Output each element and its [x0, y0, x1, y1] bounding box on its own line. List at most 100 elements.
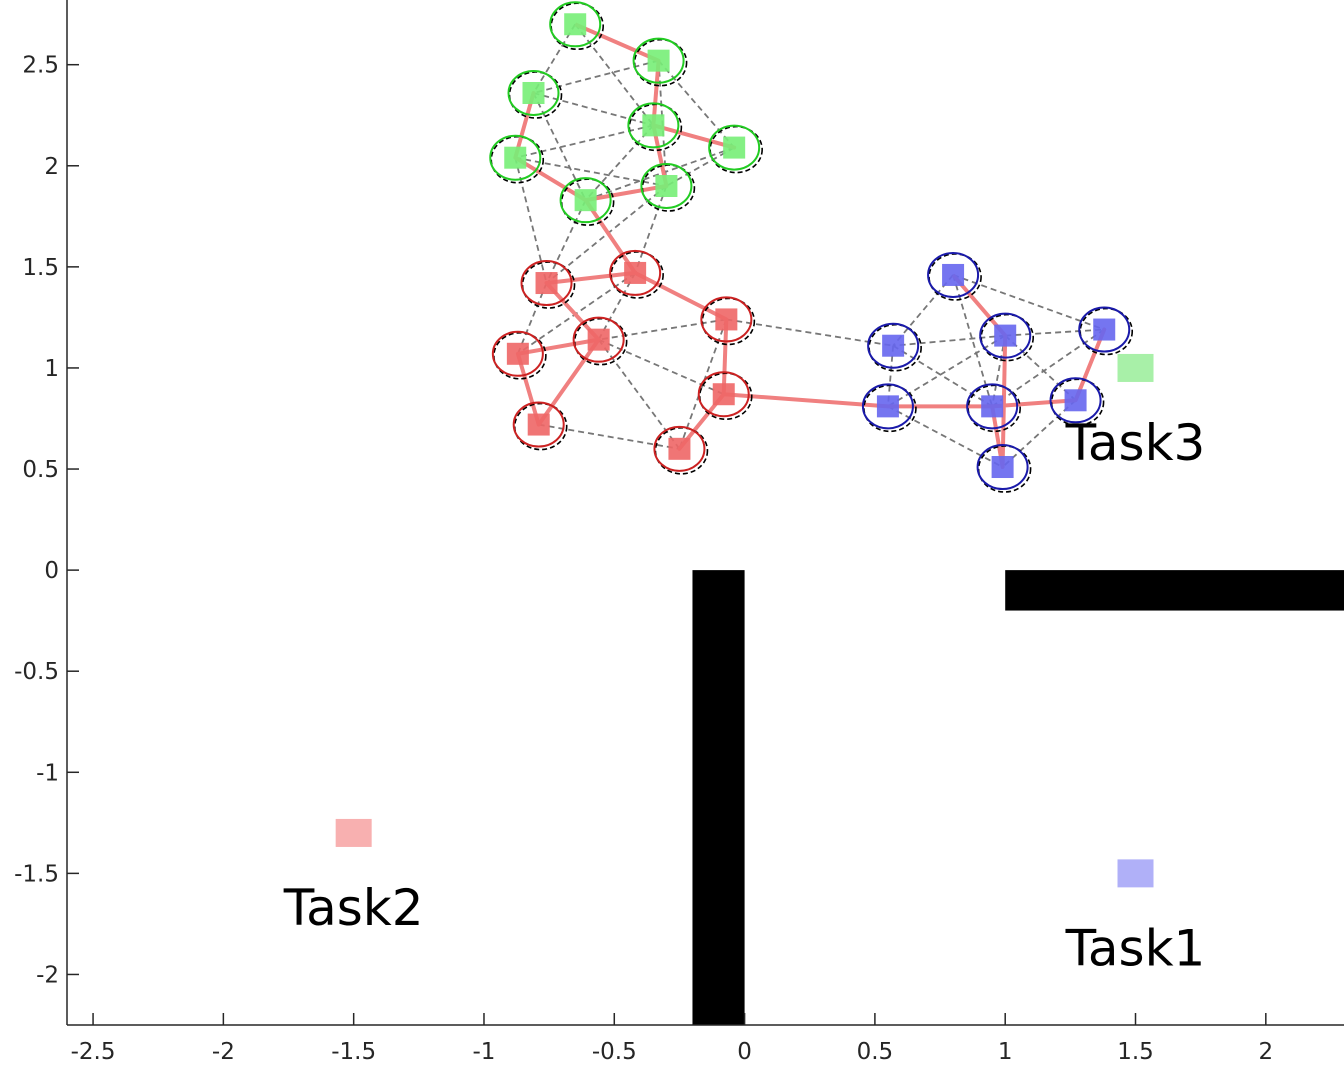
dashed-link	[514, 157, 548, 284]
green-agent	[708, 124, 763, 174]
blue-agent	[976, 444, 1032, 493]
task-markers: Task1 Task2 Task3	[283, 353, 1206, 977]
red-agent	[700, 296, 756, 346]
y-tick-label: 0.5	[22, 457, 59, 483]
dashed-link	[598, 338, 725, 396]
task-marker	[1117, 859, 1154, 888]
green-agent	[549, 1, 604, 51]
x-tick-label: -2.5	[71, 1039, 116, 1065]
dashed-link	[597, 339, 681, 450]
dashed-link	[1001, 399, 1077, 468]
agent-marker	[942, 263, 965, 286]
dashed-link	[1004, 334, 1077, 401]
y-tick-label: 2.5	[22, 53, 59, 79]
agent-marker	[668, 437, 691, 460]
x-tick-label: 0	[737, 1039, 752, 1065]
blue-agent	[1078, 306, 1134, 356]
dashed-link	[991, 328, 1105, 408]
y-tick-label: -2	[36, 962, 59, 988]
sensing-ring	[653, 425, 706, 472]
x-tick-label: -0.5	[592, 1039, 637, 1065]
y-tick-label: -1.5	[14, 861, 59, 887]
sensing-ring	[609, 249, 662, 296]
agent-marker	[876, 395, 899, 418]
blue-agent	[927, 251, 982, 301]
agent-marker	[715, 308, 738, 331]
red-agent	[572, 316, 628, 366]
y-tick-label: -0.5	[14, 659, 59, 685]
sensing-ring	[640, 162, 693, 209]
sensing-ring	[549, 1, 602, 48]
sensing-ring	[1049, 377, 1102, 424]
dashed-link	[533, 92, 654, 127]
obstacle-2	[1005, 570, 1344, 611]
dashed-link	[598, 318, 727, 341]
dashed-link	[1005, 328, 1105, 337]
dashed-link	[584, 124, 655, 201]
dashed-link	[893, 334, 1006, 347]
agent-marker	[535, 272, 558, 295]
dashed-link	[726, 318, 894, 347]
y-tick-label: 1.5	[22, 255, 59, 281]
blue-agent	[1049, 377, 1105, 427]
dashed-link	[887, 334, 1006, 408]
obstacle-1	[692, 570, 745, 1025]
sensing-ring	[512, 401, 565, 448]
sensing-ring	[966, 383, 1019, 430]
sensing-ring	[489, 134, 542, 181]
dashed-link	[665, 146, 735, 187]
sensing-ring	[627, 102, 680, 149]
dashed-link	[892, 274, 954, 347]
x-tick-label: -2	[212, 1039, 235, 1065]
red-agent	[491, 330, 547, 380]
agent-marker	[723, 136, 746, 159]
y-tick-label: -1	[36, 760, 59, 786]
dashed-link	[887, 405, 1004, 468]
y-tick-label: 1	[44, 356, 59, 382]
task-marker	[335, 818, 372, 847]
x-tick-label: -1.5	[331, 1039, 376, 1065]
agent-marker	[882, 334, 905, 357]
red-agent	[512, 401, 568, 451]
dashed-link	[585, 146, 735, 201]
dashed-link	[532, 23, 576, 94]
blue-agent	[861, 383, 917, 433]
sensing-ring	[927, 251, 980, 298]
agent-marker	[624, 261, 647, 284]
route-path	[513, 22, 1107, 469]
x-tick-label: 1.5	[1117, 1039, 1154, 1065]
task-label: Task2	[283, 879, 424, 937]
sensing-ring	[572, 316, 625, 363]
y-tick-label: 0	[44, 558, 59, 584]
green-agent	[507, 69, 563, 119]
green-agent	[489, 134, 545, 184]
sensing-ring	[697, 371, 750, 418]
dashed-link	[545, 199, 587, 284]
red-agent	[653, 425, 709, 475]
blue-agent	[979, 312, 1035, 362]
dashed-link	[634, 185, 668, 274]
dashed-link	[517, 282, 548, 355]
dashed-link	[545, 185, 667, 284]
dashed-link	[574, 23, 655, 126]
agent-marker	[1064, 389, 1087, 412]
dashed-link	[515, 124, 654, 159]
agent-marker	[564, 13, 587, 36]
agent-marker	[642, 114, 665, 137]
x-tick-label: 1	[998, 1039, 1013, 1065]
sensing-ring	[700, 296, 753, 343]
green-agent	[559, 177, 615, 226]
sensing-ring	[491, 330, 544, 377]
blue-agent	[867, 322, 922, 372]
y-tick-label: 2	[44, 154, 59, 180]
dashed-link	[538, 423, 680, 450]
sensing-ring	[867, 322, 920, 369]
obstacles	[692, 570, 1344, 1025]
agent-marker	[981, 395, 1004, 418]
x-tick-label: 2	[1258, 1039, 1273, 1065]
task-label: Task1	[1065, 919, 1206, 977]
sensing-ring	[976, 444, 1029, 491]
sensing-ring	[1078, 306, 1131, 353]
agent-marker	[1093, 318, 1116, 341]
